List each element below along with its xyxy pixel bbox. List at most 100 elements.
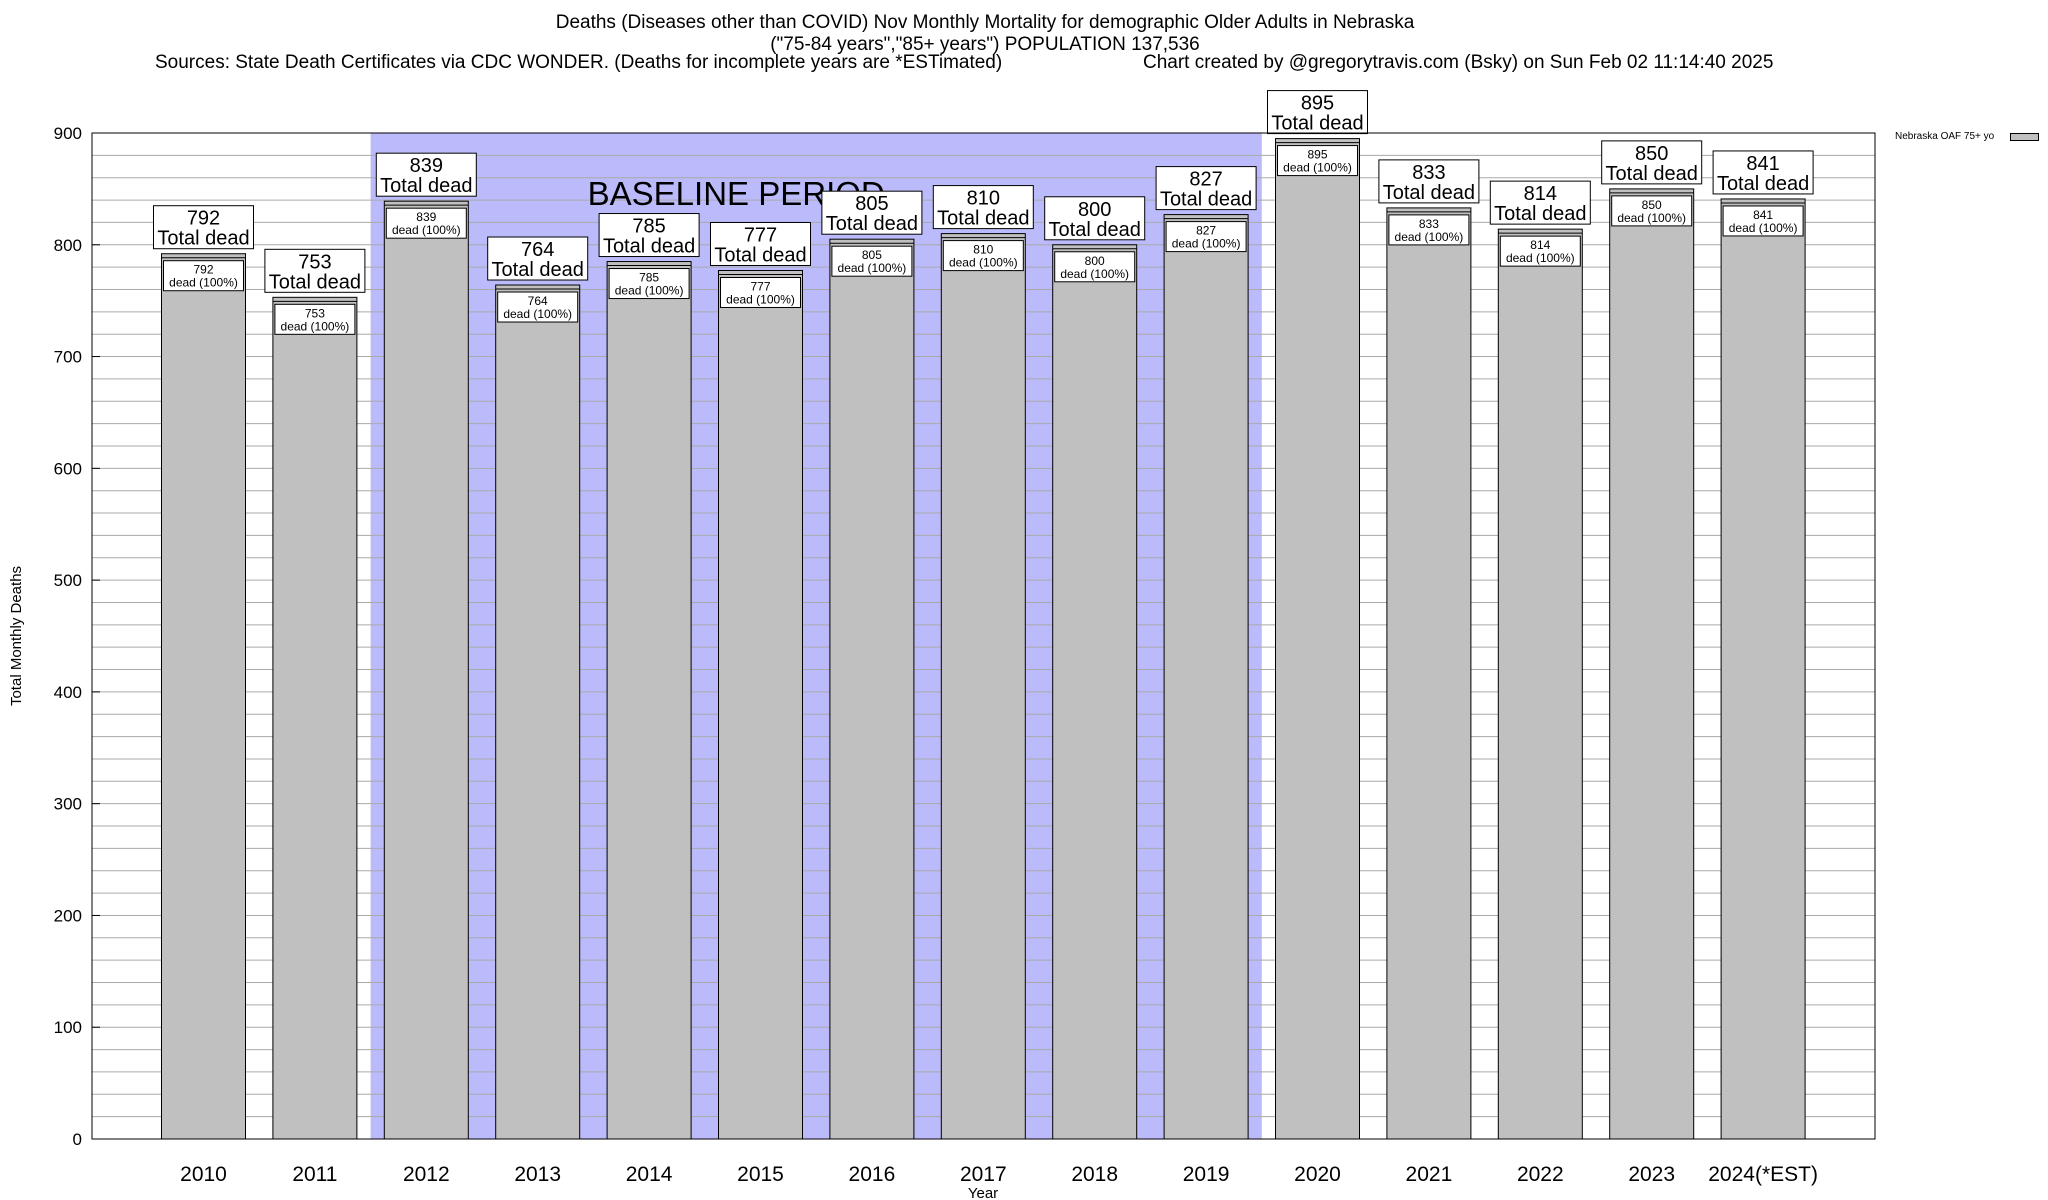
- inner-label-box: [831, 245, 913, 277]
- bar-2022: [1497, 228, 1583, 1140]
- total-label-value: 777: [744, 224, 777, 246]
- inner-label-value: 850: [1642, 198, 1662, 212]
- inner-label-suffix: dead (100%): [1172, 237, 1241, 251]
- total-label-box: [1267, 90, 1368, 135]
- total-label-suffix: Total dead: [603, 236, 695, 258]
- inner-label-value: 777: [750, 279, 770, 293]
- inner-label-suffix: dead (100%): [838, 261, 907, 275]
- inner-label-suffix: dead (100%): [169, 276, 238, 290]
- x-tick-label: 2015: [737, 1163, 784, 1186]
- inner-label-suffix: dead (100%): [1283, 161, 1352, 175]
- y-tick-label: 0: [73, 1130, 82, 1149]
- bar-2013: [495, 284, 581, 1140]
- inner-label-suffix: dead (100%): [1729, 221, 1798, 235]
- inner-label-box: [1277, 145, 1358, 177]
- total-label-box: [264, 248, 366, 293]
- total-label-suffix: Total dead: [380, 175, 472, 197]
- total-label-suffix: Total dead: [1271, 113, 1363, 135]
- inner-label-box: [497, 291, 579, 323]
- x-tick-label: 2024(*EST): [1708, 1163, 1818, 1186]
- plot-frame: [91, 132, 1876, 1140]
- total-label-value: 895: [1301, 93, 1334, 115]
- bar-2012: [383, 200, 469, 1140]
- total-label-value: 785: [632, 216, 665, 238]
- total-label-value: 850: [1635, 143, 1668, 165]
- total-label-box: [710, 221, 811, 266]
- inner-label-suffix: dead (100%): [949, 256, 1018, 270]
- inner-label-box: [385, 207, 467, 239]
- inner-label-suffix: dead (100%): [1395, 230, 1464, 244]
- inner-label-value: 833: [1419, 217, 1439, 231]
- bar-2014: [606, 261, 692, 1140]
- total-label-suffix: Total dead: [1160, 189, 1252, 211]
- bar-2011: [272, 296, 358, 1140]
- total-label-suffix: Total dead: [1606, 163, 1698, 185]
- total-label-box: [153, 205, 254, 250]
- bar-2018: [1052, 244, 1138, 1140]
- inner-label-suffix: dead (100%): [615, 284, 684, 298]
- total-label-value: 814: [1524, 183, 1557, 205]
- total-label-box: [375, 152, 477, 197]
- total-label-suffix: Total dead: [157, 228, 249, 250]
- total-label-value: 833: [1412, 162, 1445, 184]
- x-tick-label: 2020: [1294, 1163, 1341, 1186]
- y-tick-label: 700: [54, 348, 82, 367]
- total-label-suffix: Total dead: [1049, 219, 1141, 241]
- total-label-box: [1489, 180, 1591, 225]
- inner-label-value: 792: [193, 263, 213, 277]
- total-label-value: 800: [1078, 199, 1111, 221]
- total-label-value: 827: [1189, 169, 1222, 191]
- x-tick-label: 2011: [292, 1163, 337, 1186]
- inner-label-suffix: dead (100%): [1060, 267, 1129, 281]
- bar-2019: [1163, 214, 1249, 1140]
- chart-credit: Chart created by @gregorytravis.com (Bsk…: [1143, 52, 1774, 73]
- x-tick-label: 2018: [1071, 1163, 1118, 1186]
- total-label-suffix: Total dead: [1717, 173, 1809, 195]
- total-label-value: 805: [855, 193, 888, 215]
- total-label-box: [1601, 140, 1703, 185]
- bar-2024(*EST): [1720, 198, 1806, 1140]
- total-label-suffix: Total dead: [269, 271, 361, 293]
- inner-label-value: 764: [528, 294, 548, 308]
- total-label-suffix: Total dead: [1383, 182, 1475, 204]
- inner-label-suffix: dead (100%): [392, 223, 461, 237]
- bar-2017: [940, 233, 1026, 1140]
- inner-label-suffix: dead (100%): [503, 307, 572, 321]
- inner-label-box: [163, 260, 244, 292]
- total-label-box: [821, 190, 923, 235]
- bar-2023: [1609, 188, 1695, 1140]
- bar-2010: [161, 253, 246, 1140]
- x-tick-label: 2012: [403, 1163, 450, 1186]
- total-label-box: [598, 213, 700, 258]
- x-tick-label: 2016: [849, 1163, 896, 1186]
- y-tick-label: 300: [54, 795, 82, 814]
- x-tick-label: 2019: [1183, 1163, 1230, 1186]
- inner-label-box: [942, 240, 1024, 272]
- chart-sources: Sources: State Death Certificates via CD…: [155, 52, 1003, 73]
- inner-label-value: 841: [1753, 208, 1773, 222]
- inner-label-value: 805: [862, 248, 882, 262]
- inner-label-value: 753: [305, 306, 325, 320]
- inner-label-box: [274, 303, 356, 335]
- total-label-value: 841: [1746, 153, 1779, 175]
- x-tick-label: 2013: [514, 1163, 561, 1186]
- total-label-value: 839: [410, 155, 443, 177]
- total-label-suffix: Total dead: [714, 244, 806, 266]
- bar-2015: [718, 269, 803, 1140]
- inner-label-box: [1165, 221, 1247, 253]
- inner-label-value: 810: [973, 243, 993, 257]
- y-axis-title: Total Monthly Deaths: [8, 566, 25, 706]
- inner-label-value: 895: [1307, 148, 1327, 162]
- total-label-box: [1378, 159, 1480, 204]
- total-label-box: [487, 236, 589, 281]
- inner-label-suffix: dead (100%): [1617, 211, 1686, 225]
- y-tick-label: 600: [54, 459, 82, 478]
- bar-2016: [829, 238, 915, 1140]
- total-label-box: [1712, 150, 1814, 195]
- total-label-value: 764: [521, 239, 554, 261]
- inner-label-box: [1611, 195, 1693, 227]
- inner-label-box: [1388, 214, 1470, 246]
- bar-2020: [1275, 138, 1360, 1140]
- x-tick-label: 2010: [180, 1163, 227, 1186]
- x-tick-label: 2023: [1628, 1163, 1675, 1186]
